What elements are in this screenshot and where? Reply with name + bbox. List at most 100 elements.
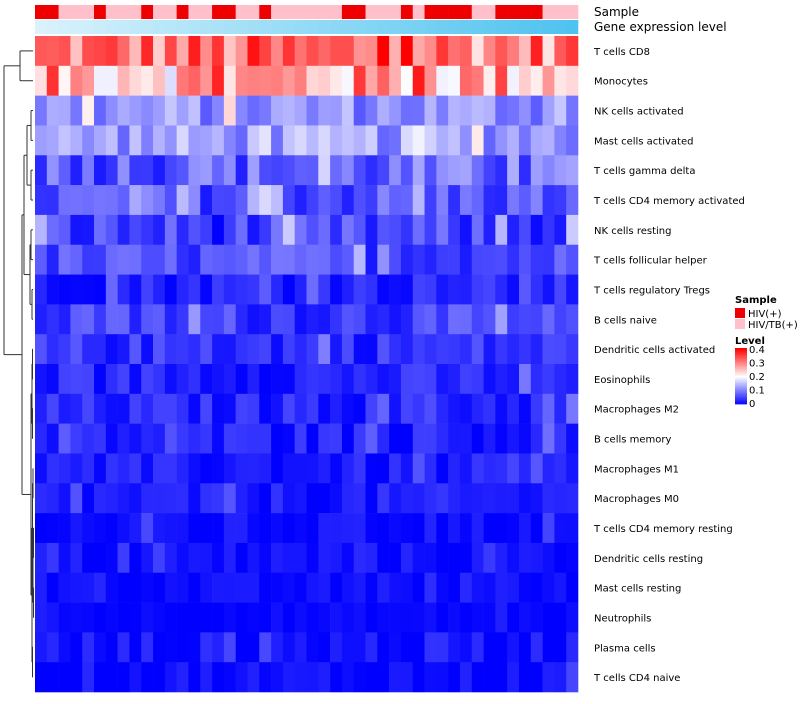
heatmap-cell xyxy=(436,155,449,186)
heatmap-cell xyxy=(306,185,319,216)
expression-annotation-cell xyxy=(105,20,118,34)
heatmap-cell xyxy=(424,364,437,395)
heatmap-cell xyxy=(436,513,449,544)
heatmap-cell xyxy=(212,572,225,603)
heatmap-cell xyxy=(318,274,331,305)
heatmap-cell xyxy=(530,572,543,603)
heatmap-cell xyxy=(412,513,425,544)
heatmap-cell xyxy=(530,483,543,514)
heatmap-cell xyxy=(542,244,555,275)
heatmap-cell xyxy=(153,483,166,514)
heatmap-cell xyxy=(188,632,201,663)
heatmap-cell xyxy=(471,274,484,305)
heatmap-cell xyxy=(318,513,331,544)
heatmap-cell xyxy=(282,125,295,156)
heatmap-cell xyxy=(35,572,48,603)
heatmap-cell xyxy=(271,572,284,603)
heatmap-cell xyxy=(507,244,520,275)
heatmap-cell xyxy=(542,483,555,514)
sample-annotation-cell xyxy=(82,5,95,19)
heatmap-cell xyxy=(282,542,295,574)
heatmap-cell xyxy=(176,542,189,574)
sample-annotation-cell xyxy=(35,5,48,19)
heatmap-cell xyxy=(353,304,366,335)
heatmap-cell xyxy=(58,65,71,96)
heatmap-cell xyxy=(212,304,225,335)
heatmap-cell xyxy=(566,304,579,335)
heatmap-cell xyxy=(188,542,201,574)
heatmap-cell xyxy=(70,185,83,216)
heatmap-cell xyxy=(365,453,378,484)
heatmap-cell xyxy=(436,423,449,454)
heatmap-cell xyxy=(58,572,71,603)
heatmap-cell xyxy=(282,364,295,395)
heatmap-cell xyxy=(282,632,295,663)
heatmap-cell xyxy=(294,65,307,96)
heatmap-cell xyxy=(507,632,520,663)
heatmap-cell xyxy=(389,214,402,246)
heatmap-cell xyxy=(176,572,189,603)
heatmap-cell xyxy=(282,483,295,514)
heatmap-cell xyxy=(223,214,236,246)
heatmap-cell xyxy=(223,572,236,603)
expression-annotation-cell xyxy=(412,20,425,34)
heatmap-cell xyxy=(318,65,331,96)
heatmap-cell xyxy=(271,602,284,633)
heatmap-cell xyxy=(294,423,307,454)
legend-gradient-step xyxy=(735,387,747,389)
heatmap-cell xyxy=(200,632,213,663)
heatmap-cell xyxy=(483,155,496,186)
heatmap-cell xyxy=(471,632,484,663)
heatmap-cell xyxy=(188,274,201,305)
heatmap-cell xyxy=(94,185,107,216)
heatmap-cell xyxy=(223,364,236,395)
heatmap-cell xyxy=(153,125,166,156)
sample-annotation-cell xyxy=(200,5,213,19)
heatmap-cell xyxy=(436,483,449,514)
heatmap-cell xyxy=(424,304,437,335)
expression-annotation-cell xyxy=(530,20,543,34)
heatmap-cell xyxy=(554,125,567,156)
heatmap-cell xyxy=(459,214,473,246)
expression-annotation-cell xyxy=(153,20,166,34)
heatmap-cell xyxy=(495,662,508,693)
heatmap-cell xyxy=(82,602,95,633)
legend-tick-label: 0 xyxy=(749,399,755,410)
heatmap-cell xyxy=(259,36,272,67)
heatmap-cell xyxy=(94,662,107,693)
heatmap-cell xyxy=(507,602,520,633)
legend-gradient-step xyxy=(735,370,747,373)
heatmap-cell xyxy=(94,602,107,633)
heatmap-cell xyxy=(542,65,555,96)
heatmap-cell xyxy=(566,244,579,275)
heatmap-cell xyxy=(129,65,142,96)
heatmap-cell xyxy=(294,602,307,633)
heatmap-cell xyxy=(353,453,366,484)
heatmap-cell xyxy=(424,453,437,484)
heatmap-cell xyxy=(530,632,543,663)
heatmap-cell xyxy=(141,214,154,246)
heatmap-cell xyxy=(542,602,555,633)
expression-annotation-cell xyxy=(424,20,437,34)
heatmap-cell xyxy=(389,662,402,693)
heatmap-cell xyxy=(353,36,366,67)
heatmap-cell xyxy=(247,304,260,335)
heatmap-cell xyxy=(235,125,248,156)
heatmap-cell xyxy=(117,274,130,305)
heatmap-cell xyxy=(94,572,107,603)
heatmap-cell xyxy=(223,334,236,365)
heatmap-cell xyxy=(200,334,213,365)
heatmap-cell xyxy=(247,602,260,633)
heatmap-cell xyxy=(306,542,319,574)
heatmap-cell xyxy=(459,36,473,67)
heatmap-cell xyxy=(471,453,484,484)
heatmap-cell xyxy=(153,662,166,693)
heatmap-cell xyxy=(188,214,201,246)
heatmap-cell xyxy=(530,185,543,216)
heatmap-cell xyxy=(282,214,295,246)
heatmap-cell xyxy=(153,95,166,126)
heatmap-cell xyxy=(35,423,48,454)
row-label: T cells CD4 memory activated xyxy=(593,196,745,207)
heatmap-cell xyxy=(188,423,201,454)
